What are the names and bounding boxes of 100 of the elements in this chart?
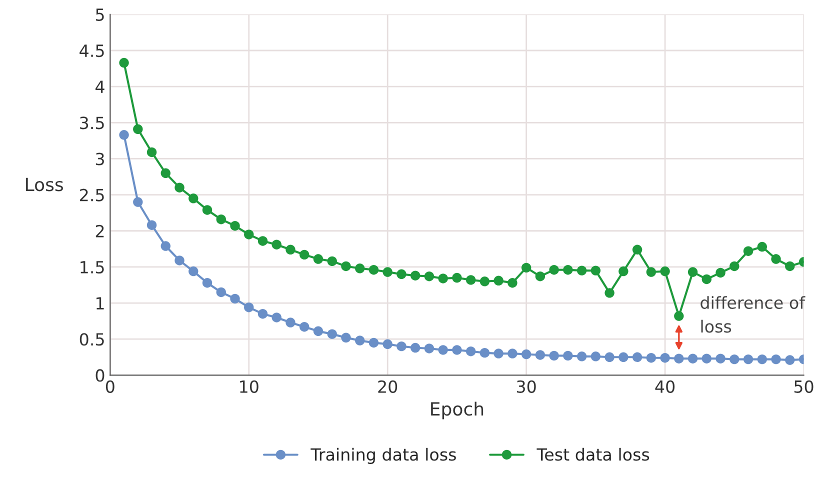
point [730, 354, 740, 364]
point [382, 267, 392, 277]
point [688, 354, 698, 364]
point [771, 354, 781, 364]
point [424, 344, 434, 354]
point [785, 261, 795, 272]
y-tick-label: 2.5 [80, 188, 104, 202]
point [368, 264, 379, 275]
point [286, 318, 296, 328]
point [188, 266, 198, 276]
point [160, 168, 171, 178]
point [521, 349, 532, 360]
point [743, 246, 754, 256]
point [146, 220, 157, 230]
point [396, 269, 406, 280]
point [632, 352, 642, 362]
point [341, 261, 351, 272]
point [327, 329, 337, 339]
point [230, 220, 240, 231]
annotation: difference of loss [700, 296, 806, 333]
point [300, 322, 310, 332]
point [341, 332, 351, 343]
x-tick-label: 0 [106, 380, 114, 393]
point [771, 254, 781, 264]
y-tick-label: 3.5 [80, 116, 104, 130]
point [174, 182, 184, 192]
point [618, 266, 628, 276]
x-tick-label: 40 [655, 380, 675, 393]
legend-label: Training data loss [310, 448, 456, 464]
point [368, 338, 379, 348]
point [452, 345, 462, 355]
point [174, 256, 184, 266]
point [272, 312, 282, 322]
point [590, 352, 601, 362]
point [300, 250, 310, 260]
point [757, 354, 768, 364]
y-tick-label: 5 [96, 8, 104, 21]
point [535, 350, 546, 360]
point [660, 353, 670, 363]
point [576, 352, 587, 362]
point [244, 230, 254, 240]
point [730, 261, 740, 272]
point [424, 271, 434, 282]
y-tick-label: 0 [96, 369, 104, 382]
point [202, 278, 212, 288]
point [382, 339, 392, 350]
point [258, 308, 268, 319]
point [119, 58, 129, 68]
point [716, 268, 726, 278]
point [133, 197, 143, 207]
x-axis-title: Epoch [431, 402, 484, 420]
y-tick-label: 3 [96, 152, 104, 166]
point [604, 352, 614, 362]
x-tick-label: 50 [794, 380, 814, 393]
point [354, 336, 365, 346]
y-tick-label: 2 [96, 224, 104, 238]
point [632, 244, 642, 254]
x-tick-label: 10 [240, 380, 258, 393]
y-tick-label: 4.5 [80, 44, 104, 58]
point [188, 194, 198, 204]
point [535, 271, 546, 282]
point [466, 275, 476, 285]
point [230, 294, 240, 304]
point [410, 270, 420, 280]
point [396, 341, 406, 352]
y-axis-title: Loss [26, 178, 63, 192]
x-tick-label: 20 [378, 380, 398, 393]
x-tick-label: 30 [516, 380, 536, 393]
point [202, 205, 212, 215]
point [313, 326, 324, 336]
point [410, 342, 420, 353]
point [494, 276, 504, 286]
point [438, 345, 448, 355]
point [160, 241, 171, 251]
point [480, 276, 490, 286]
legend-label: Test data loss [536, 448, 650, 461]
point [272, 240, 282, 250]
point [327, 256, 337, 266]
point [494, 348, 504, 358]
point [216, 214, 226, 224]
y-tick-label: 0.5 [80, 333, 104, 346]
point [508, 278, 518, 288]
point [258, 236, 268, 246]
point [604, 288, 614, 298]
point [354, 264, 365, 274]
point [313, 254, 324, 264]
point [563, 264, 573, 275]
point [119, 130, 129, 140]
y-tick-label: 4 [96, 80, 104, 93]
point [508, 348, 518, 358]
point [674, 354, 684, 364]
point [521, 262, 532, 273]
point [757, 242, 768, 252]
point [563, 350, 573, 361]
point [466, 346, 476, 356]
point [244, 302, 254, 312]
point [688, 267, 698, 277]
point [576, 266, 587, 276]
point [618, 352, 628, 362]
point [743, 354, 754, 364]
